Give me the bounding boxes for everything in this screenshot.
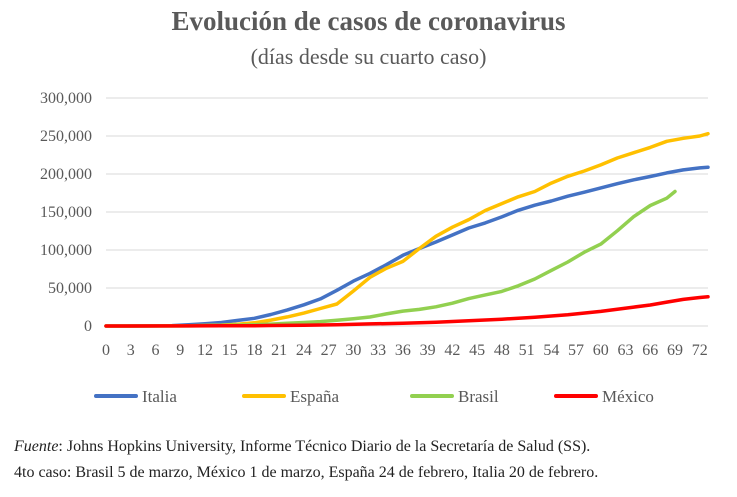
y-tick-label: 250,000 — [40, 128, 92, 145]
x-tick-label: 48 — [494, 342, 510, 359]
series-line-mexico — [104, 294, 710, 328]
y-tick-label: 0 — [84, 318, 92, 335]
x-tick-label: 12 — [197, 342, 213, 359]
x-tick-label: 24 — [296, 342, 312, 359]
legend-label-mexico: México — [602, 387, 654, 406]
legend-label-italia: Italia — [142, 387, 177, 406]
x-tick-label: 33 — [370, 342, 386, 359]
x-tick-label: 72 — [692, 342, 708, 359]
legend-label-brasil: Brasil — [458, 387, 499, 406]
series-lines — [104, 131, 710, 328]
y-axis-tick-labels: 0 50,000 100,000 150,000 200,000 250,000 300,0… — [40, 90, 92, 335]
x-tick-label: 54 — [543, 342, 559, 359]
x-tick-label: 51 — [519, 342, 535, 359]
series-line-espana — [104, 131, 710, 328]
footnote-fourth-case-line: 4to caso: Brasil 5 de marzo, México 1 de… — [14, 464, 599, 481]
x-tick-label: 15 — [222, 342, 238, 359]
y-tick-label: 200,000 — [40, 166, 92, 183]
x-tick-label: 45 — [469, 342, 485, 359]
x-tick-label: 6 — [151, 342, 159, 359]
footnote-source-line: Fuente: Johns Hopkins University, Inform… — [14, 434, 734, 460]
x-tick-label: 42 — [444, 342, 460, 359]
x-tick-label: 27 — [321, 342, 337, 359]
footnote-source-text: : Johns Hopkins University, Informe Técn… — [58, 438, 591, 455]
footnote: Fuente: Johns Hopkins University, Inform… — [14, 434, 734, 486]
x-tick-label: 0 — [102, 342, 110, 359]
x-tick-label: 69 — [667, 342, 683, 359]
x-tick-label: 36 — [395, 342, 411, 359]
x-axis-tick-labels: 0 3 6 9 12 15 18 21 24 27 30 33 36 39 42 45 48 51 54 57 60 63… — [102, 342, 708, 359]
chart-title: Evolución de casos de coronavirus — [171, 6, 566, 36]
x-tick-label: 18 — [246, 342, 262, 359]
series-line-italia — [104, 165, 710, 328]
x-tick-label: 3 — [127, 342, 135, 359]
x-tick-label: 63 — [618, 342, 634, 359]
x-tick-label: 21 — [271, 342, 287, 359]
y-tick-label: 50,000 — [48, 280, 92, 297]
y-tick-label: 150,000 — [40, 204, 92, 221]
gridlines — [106, 97, 708, 327]
footnote-source-label: Fuente — [14, 438, 59, 455]
x-tick-label: 60 — [593, 342, 609, 359]
chart-subtitle: (días desde su cuarto caso) — [250, 44, 487, 69]
legend: Italia España Brasil México — [94, 387, 654, 406]
x-tick-label: 30 — [345, 342, 361, 359]
y-tick-label: 300,000 — [40, 90, 92, 107]
x-tick-label: 39 — [420, 342, 436, 359]
x-tick-label: 66 — [642, 342, 658, 359]
x-tick-label: 9 — [176, 342, 184, 359]
x-tick-label: 57 — [568, 342, 584, 359]
series-line-brasil — [104, 189, 677, 328]
y-tick-label: 100,000 — [40, 242, 92, 259]
legend-label-espana: España — [290, 387, 340, 406]
